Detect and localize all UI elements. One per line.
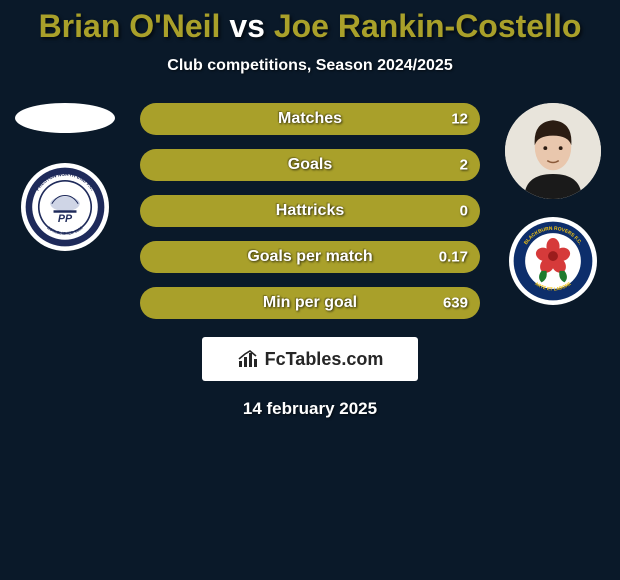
brand-box: FcTables.com [202,337,418,381]
stat-bars: Matches 12 Goals 2 Hattricks 0 Goals per match… [140,103,480,319]
player-face-icon [505,103,601,199]
stat-label: Goals [288,156,332,174]
stat-row-min-per-goal: Min per goal 639 [140,287,480,319]
stat-label: Min per goal [263,294,357,312]
brand-text: FcTables.com [265,349,384,370]
title-left: Brian O'Neil [39,8,221,44]
stat-row-hattricks: Hattricks 0 [140,195,480,227]
preston-badge-icon: PRESTON NORTH END F.C. ESTABLISHED 1880 … [24,166,106,248]
svg-text:PP: PP [58,213,73,225]
stat-value-right: 12 [451,111,468,128]
right-player-photo [505,103,601,199]
chart-icon [237,349,261,369]
stat-value-right: 0 [460,203,468,220]
right-player-column: BLACKBURN ROVERS F.C. ARTE ET LABORE [498,103,608,305]
stat-row-goals-per-match: Goals per match 0.17 [140,241,480,273]
stat-value-right: 0.17 [439,249,468,266]
stat-label: Goals per match [247,248,372,266]
left-player-column: PRESTON NORTH END F.C. ESTABLISHED 1880 … [10,103,120,251]
left-player-photo-placeholder [15,103,115,133]
subtitle: Club competitions, Season 2024/2025 [0,57,620,75]
stat-row-goals: Goals 2 [140,149,480,181]
title-right: Joe Rankin-Costello [274,8,582,44]
stat-value-right: 2 [460,157,468,174]
title-vs: vs [229,8,265,44]
stat-label: Matches [278,110,342,128]
stat-row-matches: Matches 12 [140,103,480,135]
comparison-panel: PRESTON NORTH END F.C. ESTABLISHED 1880 … [0,103,620,319]
page-title: Brian O'Neil vs Joe Rankin-Costello [0,0,620,45]
stat-value-right: 639 [443,295,468,312]
stat-label: Hattricks [276,202,344,220]
blackburn-badge-icon: BLACKBURN ROVERS F.C. ARTE ET LABORE [512,220,594,302]
date-text: 14 february 2025 [0,399,620,419]
right-club-badge: BLACKBURN ROVERS F.C. ARTE ET LABORE [509,217,597,305]
left-club-badge: PRESTON NORTH END F.C. ESTABLISHED 1880 … [21,163,109,251]
